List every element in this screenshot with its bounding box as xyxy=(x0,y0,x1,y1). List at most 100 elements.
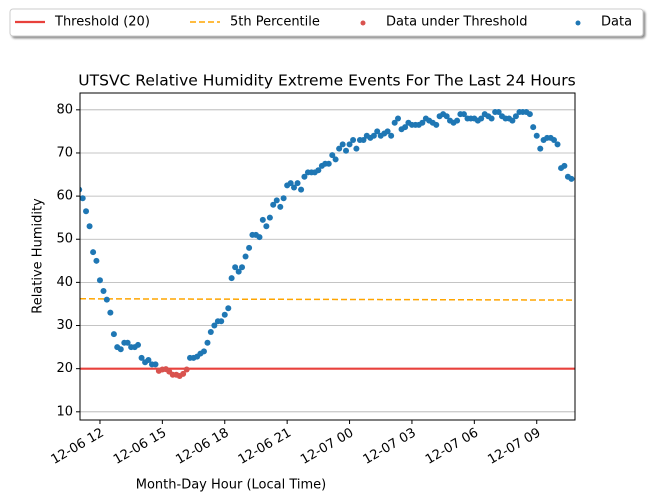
data-point xyxy=(225,305,232,312)
data-point xyxy=(512,113,519,120)
data-point xyxy=(83,208,90,215)
data-point xyxy=(336,145,343,152)
data-point xyxy=(259,216,266,223)
data-point xyxy=(232,264,239,271)
plot-frame xyxy=(79,92,576,421)
data-point xyxy=(433,121,440,128)
data-point xyxy=(537,145,544,152)
data-point xyxy=(329,152,336,159)
x-tick-label: 12-07 09 xyxy=(485,426,543,468)
x-axis-label: Month-Day Hour (Local Time) xyxy=(136,478,326,493)
legend-label: Data xyxy=(601,15,632,30)
data-point xyxy=(100,288,107,295)
data-point xyxy=(346,141,353,148)
data-point xyxy=(107,309,114,316)
y-tick-label: 70 xyxy=(56,145,73,160)
data-point xyxy=(124,339,131,346)
y-tick-label: 50 xyxy=(56,232,73,247)
data-point xyxy=(384,128,391,135)
data-point xyxy=(152,361,159,368)
data-point xyxy=(93,257,100,264)
data-point xyxy=(360,137,367,144)
data-point xyxy=(246,244,253,251)
data-point xyxy=(256,234,263,241)
data-point xyxy=(374,128,381,135)
data-point xyxy=(509,117,516,124)
data-point xyxy=(495,108,502,115)
data-point xyxy=(80,195,86,202)
legend-box xyxy=(9,8,644,37)
legend-marker xyxy=(360,20,366,26)
data-point xyxy=(90,249,97,256)
data-point xyxy=(388,132,395,139)
data-point xyxy=(550,137,557,144)
data-point xyxy=(478,115,485,122)
data-point xyxy=(211,322,218,329)
data-point xyxy=(266,214,273,221)
data-point xyxy=(332,156,339,163)
data-point xyxy=(391,119,398,126)
data-point xyxy=(242,253,249,260)
data-point xyxy=(526,111,533,118)
y-tick-label: 80 xyxy=(56,102,73,117)
legend-label: Threshold (20) xyxy=(54,15,150,30)
data-point xyxy=(135,341,142,348)
y-tick-label: 40 xyxy=(56,275,73,290)
data-point xyxy=(325,160,332,167)
data-point xyxy=(533,132,540,139)
data-point xyxy=(280,195,287,202)
data-point xyxy=(80,186,83,193)
data-point xyxy=(235,268,242,275)
x-tick-label: 12-07 03 xyxy=(361,426,419,468)
data-point xyxy=(488,115,495,122)
data-point xyxy=(200,348,207,355)
data-point xyxy=(339,141,346,148)
y-tick-label: 10 xyxy=(56,404,73,419)
data-point xyxy=(270,201,277,208)
data-point xyxy=(221,311,228,318)
data-point xyxy=(180,370,187,377)
data-point xyxy=(395,115,402,122)
data-point xyxy=(454,117,461,124)
legend-label: Data under Threshold xyxy=(386,15,527,30)
data-point xyxy=(291,184,298,191)
y-axis-label: Relative Humidity xyxy=(31,198,46,314)
data-point xyxy=(287,180,294,187)
data-point xyxy=(402,124,409,131)
data-point xyxy=(103,296,110,303)
x-tick-label: 12-06 15 xyxy=(111,426,169,468)
y-tick-label: 60 xyxy=(56,189,73,204)
data-point xyxy=(419,119,426,126)
data-point xyxy=(273,197,280,204)
data-point xyxy=(263,223,270,230)
x-tick-label: 12-07 00 xyxy=(298,426,356,468)
data-point xyxy=(350,137,357,144)
chart-title: UTSVC Relative Humidity Extreme Events F… xyxy=(78,72,575,90)
data-point xyxy=(138,354,145,361)
data-point xyxy=(298,186,305,193)
legend-marker xyxy=(575,20,581,26)
data-point xyxy=(277,203,284,210)
series-line xyxy=(80,298,575,301)
x-tick-label: 12-06 12 xyxy=(49,426,107,468)
data-point xyxy=(315,167,322,174)
data-point xyxy=(294,180,301,187)
data-point xyxy=(204,339,211,346)
data-point xyxy=(145,357,152,364)
data-point xyxy=(228,275,235,282)
data-point xyxy=(110,331,117,338)
x-tick-label: 12-06 21 xyxy=(236,426,294,468)
data-point xyxy=(86,223,93,230)
x-tick-label: 12-07 06 xyxy=(423,426,481,468)
data-point xyxy=(117,346,124,353)
data-point xyxy=(554,141,561,148)
y-tick-label: 20 xyxy=(56,361,73,376)
data-point xyxy=(443,113,450,120)
x-tick-label: 12-06 18 xyxy=(173,426,231,468)
data-point xyxy=(460,111,467,118)
data-point xyxy=(183,366,190,373)
data-point xyxy=(301,173,308,180)
data-point xyxy=(343,147,350,154)
data-point xyxy=(568,175,575,182)
